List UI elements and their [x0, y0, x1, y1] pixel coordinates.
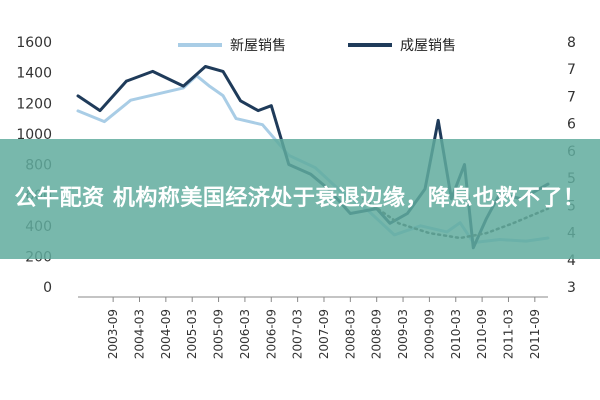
x-tick-label: 2004-03 — [132, 309, 146, 359]
x-tick-label: 2004-09 — [159, 309, 173, 359]
y-left-tick-label: 0 — [43, 280, 52, 296]
y-left-tick-label: 1000 — [16, 127, 52, 143]
x-tick-label: 2010-03 — [449, 309, 463, 359]
legend: 新屋销售 成屋销售 — [178, 38, 456, 54]
y-left-tick-label: 1600 — [16, 35, 52, 51]
x-tick-label: 2007-03 — [291, 309, 305, 359]
y-right-tick-label: 3 — [567, 280, 576, 296]
x-tick-label: 2005-03 — [185, 309, 199, 359]
y-left-tick-label: 1200 — [16, 96, 52, 112]
x-tick-label: 2008-03 — [343, 309, 357, 359]
x-tick-label: 2011-09 — [528, 309, 542, 359]
x-tick-label: 2008-09 — [370, 309, 384, 359]
headline-banner: 公牛配资 机构称美国经济处于衰退边缘，降息也救不了！ — [0, 139, 600, 259]
legend-label-existing-home: 成屋销售 — [400, 38, 456, 54]
x-tick-label: 2010-09 — [475, 309, 489, 359]
x-tick-label: 2005-09 — [212, 309, 226, 359]
y-right-tick-label: 7 — [567, 62, 576, 78]
x-tick-label: 2009-03 — [396, 309, 410, 359]
x-tick-label: 2009-09 — [422, 309, 436, 359]
y-right-tick-label: 6 — [567, 117, 576, 133]
headline-text: 公牛配资 机构称美国经济处于衰退边缘，降息也救不了！ — [14, 186, 586, 211]
legend-label-new-home: 新屋销售 — [230, 38, 286, 54]
x-tick-label: 2007-09 — [317, 309, 331, 359]
y-right-tick-label: 4 — [567, 253, 576, 269]
x-tick-label: 2006-09 — [264, 309, 278, 359]
x-tick-label: 2011-03 — [501, 309, 515, 359]
y-left-tick-label: 1400 — [16, 66, 52, 82]
x-tick-label: 2003-09 — [106, 309, 120, 359]
y-right-tick-label: 7 — [567, 89, 576, 105]
y-right-tick-label: 8 — [567, 35, 576, 51]
x-tick-label: 2006-03 — [238, 309, 252, 359]
